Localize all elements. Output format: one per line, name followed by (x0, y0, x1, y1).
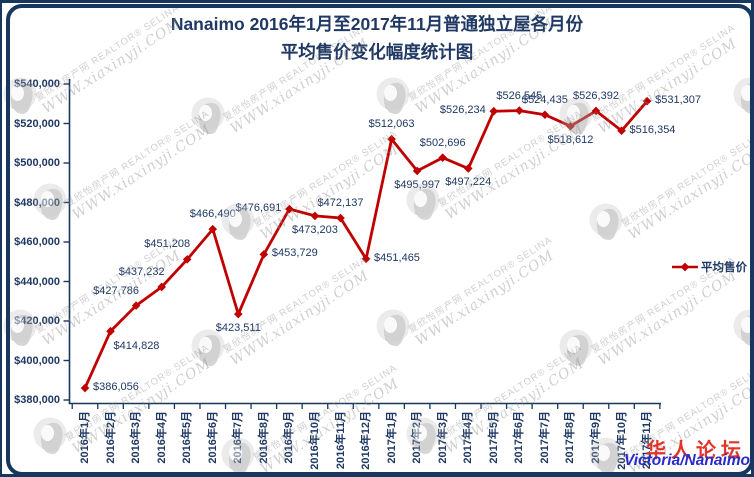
data-point-label: $453,729 (271, 247, 318, 260)
legend-line-marker-icon (672, 262, 698, 272)
x-tick-label: 2016年12月 (360, 411, 373, 470)
data-point-label: $516,354 (629, 123, 676, 136)
x-tick-label: 2016年6月 (206, 411, 219, 464)
y-tick-label: $540,000 (14, 78, 60, 90)
data-point-marker (234, 309, 243, 319)
chart-title-line-1: Nanaimo 2016年1月至2017年11月普通独立屋各月份 (170, 14, 584, 34)
data-point-marker (489, 106, 499, 116)
x-tick-label: 2017年4月 (462, 411, 475, 464)
data-point-label: $451,208 (144, 238, 191, 251)
x-tick-label: 2016年4月 (155, 411, 168, 464)
legend-label: 平均售价 (701, 262, 747, 274)
x-tick-label: 2016年2月 (104, 411, 117, 464)
data-point-marker (259, 250, 269, 259)
data-point-label: $502,696 (419, 136, 466, 149)
data-point-marker (412, 166, 422, 176)
data-point-label: $526,392 (573, 89, 619, 102)
data-point-label: $526,545 (496, 89, 543, 102)
data-point-marker (387, 134, 396, 144)
y-tick-label: $480,000 (14, 196, 60, 209)
data-point-label: $497,224 (445, 176, 492, 189)
data-point-label: $512,063 (368, 118, 415, 131)
data-point-label: $476,691 (235, 202, 282, 215)
x-tick-label: 2016年10月 (308, 411, 321, 470)
data-point-marker (438, 153, 447, 162)
legend: 平均售价 (671, 259, 747, 275)
x-tick-label: 2016年8月 (257, 411, 270, 464)
data-point-label: $437,232 (118, 265, 165, 278)
data-point-marker (591, 106, 601, 116)
y-tick-label: $440,000 (14, 275, 60, 288)
data-point-marker (131, 301, 141, 310)
data-point-marker (310, 211, 320, 221)
data-point-marker (336, 213, 345, 223)
data-point-label: $495,997 (394, 178, 441, 191)
x-tick-label: 2017年5月 (487, 411, 500, 464)
data-point-label: $472,137 (317, 197, 364, 210)
y-tick-label: $380,000 (14, 394, 60, 406)
data-point-marker (566, 121, 575, 131)
data-point-marker (80, 383, 90, 393)
x-tick-label: 2017年6月 (513, 411, 526, 464)
x-tick-label: 2017年9月 (590, 411, 602, 464)
y-tick-label: $400,000 (14, 354, 60, 367)
region-stamp: Victoria/Nanaimo (623, 452, 750, 469)
forum-stamp: 华人论坛 (646, 440, 746, 462)
data-point-label: $451,465 (374, 251, 420, 264)
data-point-marker (617, 126, 626, 136)
data-point-marker (540, 110, 550, 120)
data-point-marker (515, 106, 524, 115)
x-tick-label: 2016年3月 (130, 411, 143, 464)
data-point-label: $427,786 (93, 284, 140, 297)
y-tick-label: $460,000 (14, 236, 60, 248)
x-tick-label: 2016年1月 (79, 411, 91, 464)
data-point-marker (642, 96, 652, 106)
data-point-marker (463, 164, 473, 173)
y-tick-label: $420,000 (14, 315, 60, 327)
data-point-label: $414,828 (113, 340, 160, 353)
data-point-marker (182, 255, 192, 264)
outer-frame-left (0, 0, 2, 477)
data-point-label: $386,056 (93, 381, 139, 394)
x-tick-label: 2016年11月 (334, 411, 347, 470)
chart-title-line-2: 平均售价变化幅度统计图 (280, 42, 474, 62)
data-point-label: $473,203 (291, 223, 338, 236)
data-point-marker (157, 282, 166, 292)
x-tick-label: 2017年1月 (385, 411, 398, 464)
x-tick-label: 2017年2月 (411, 411, 424, 464)
data-point-label: $518,612 (547, 134, 594, 147)
data-point-label: $524,435 (521, 93, 568, 106)
x-tick-label: 2017年7月 (538, 411, 551, 464)
x-tick-label: 2017年3月 (436, 411, 449, 464)
data-point-marker (361, 254, 371, 264)
data-point-marker (285, 204, 294, 214)
data-point-label: $531,307 (655, 94, 701, 107)
data-point-marker (208, 224, 218, 234)
x-tick-label: 2016年5月 (181, 411, 194, 464)
data-point-marker (106, 326, 115, 336)
x-tick-label: 2017年8月 (564, 411, 577, 464)
data-point-label: $526,234 (439, 104, 486, 117)
x-tick-label: 2016年7月 (232, 411, 245, 464)
data-point-label: $423,511 (215, 322, 261, 335)
data-point-label: $466,490 (189, 208, 236, 221)
outer-frame-top (0, 0, 754, 3)
y-tick-label: $520,000 (14, 117, 60, 130)
x-tick-label: 2016年9月 (283, 411, 296, 464)
y-tick-label: $500,000 (14, 157, 60, 169)
